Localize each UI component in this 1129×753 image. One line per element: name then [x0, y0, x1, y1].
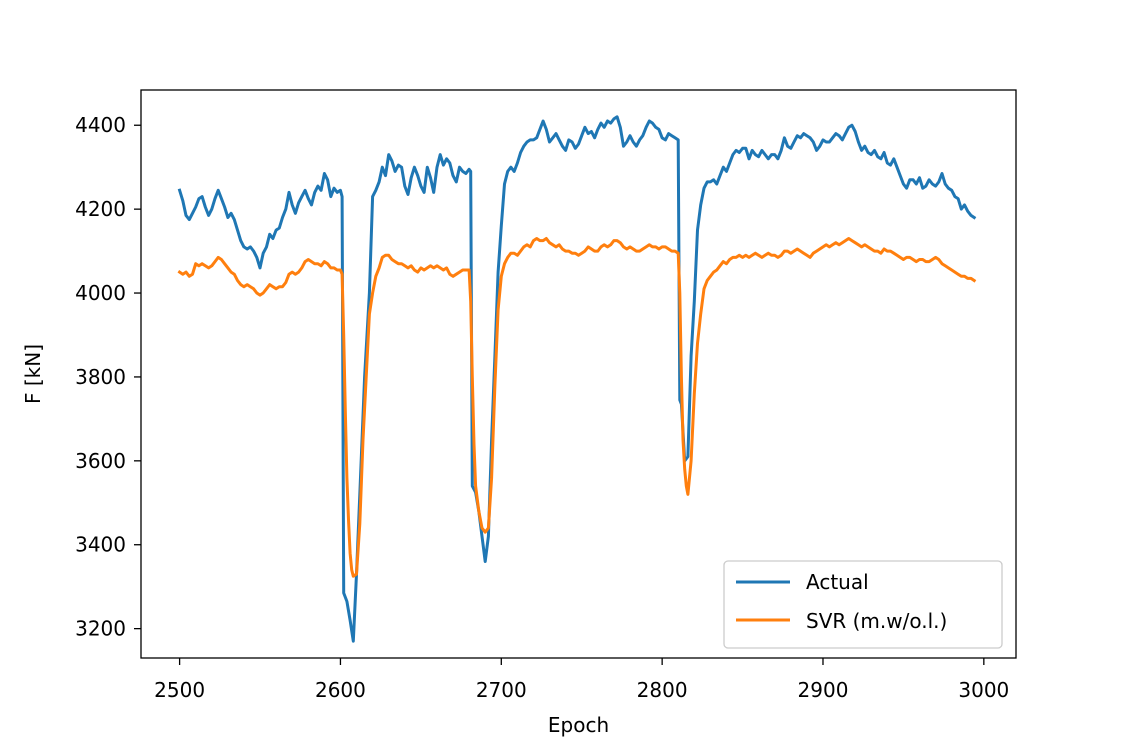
series-line-svr [177, 237, 977, 578]
y-tick-label: 4000 [75, 281, 126, 305]
y-axis: 3200 3400 3600 3800 4000 4200 4400 [75, 113, 141, 641]
series-layer [177, 115, 977, 643]
legend-frame [723, 560, 1003, 649]
y-tick-label: 4400 [75, 113, 126, 137]
legend-label-svr: SVR (m.w/o.l.) [806, 609, 947, 633]
legend: Actual SVR (m.w/o.l.) [723, 560, 1003, 649]
x-axis: 2500 2600 2700 2800 2900 3000 [154, 658, 1009, 702]
y-tick-label: 3400 [75, 533, 126, 557]
y-tick-label: 3800 [75, 365, 126, 389]
x-tick-label: 2700 [476, 678, 527, 702]
y-tick-label: 3600 [75, 449, 126, 473]
y-axis-label: F [kN] [21, 344, 45, 404]
plot-frame [140, 89, 1017, 659]
x-tick-label: 2800 [637, 678, 688, 702]
x-tick-label: 2600 [315, 678, 366, 702]
y-tick-label: 4200 [75, 197, 126, 221]
x-tick-label: 2500 [154, 678, 205, 702]
series-line-actual [177, 115, 977, 643]
x-tick-label: 2900 [798, 678, 849, 702]
y-tick-label: 3200 [75, 617, 126, 641]
x-axis-label: Epoch [548, 713, 609, 737]
x-tick-label: 3000 [958, 678, 1009, 702]
legend-label-actual: Actual [806, 570, 869, 594]
